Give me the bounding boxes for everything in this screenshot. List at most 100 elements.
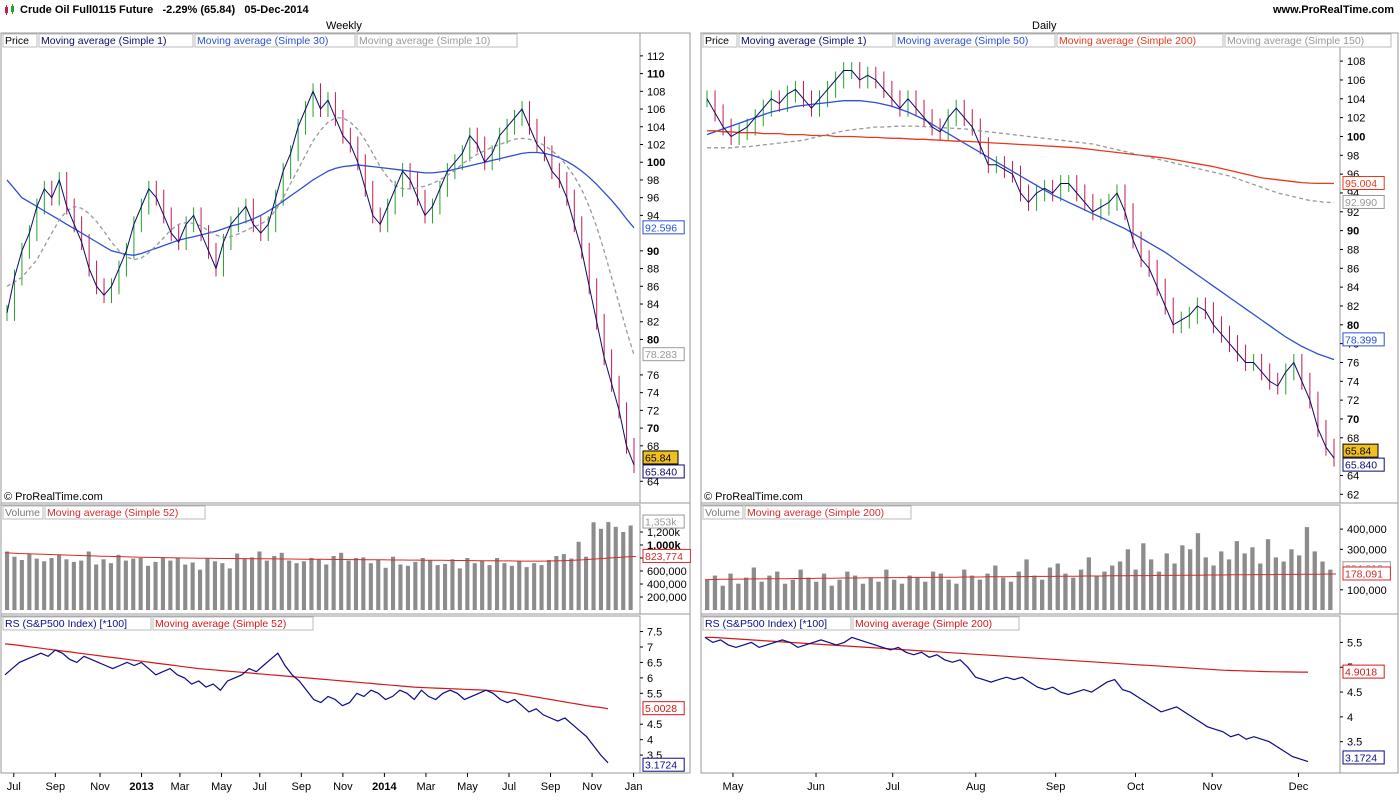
weekly-volume-panel[interactable]: 1,200k1,000k800,000600,000400,000200,000…	[0, 504, 691, 615]
volume-bar	[1219, 551, 1224, 610]
y-tick-label: 200,000	[647, 592, 687, 604]
volume-bar	[279, 552, 284, 610]
volume-bar	[930, 571, 936, 610]
volume-bar	[324, 564, 329, 610]
volume-bar	[86, 551, 91, 610]
legend-box	[2, 505, 44, 520]
legend: Volume Moving average (Simple 52)	[2, 505, 206, 520]
y-tick-label: 76	[1347, 357, 1359, 369]
volume-bar	[915, 577, 920, 610]
volume-bar	[190, 562, 195, 610]
y-tick-label: 400,000	[647, 579, 687, 591]
volume-bar	[1312, 551, 1317, 610]
weekly-price-panel[interactable]: 112 110 108 106 104 102 100 98 96 94 90 88 86 84 82 80 7…	[0, 32, 690, 504]
volume-bar	[27, 554, 32, 610]
value-label: 1,353k	[645, 517, 677, 529]
y-tick-label: 1,200k	[647, 527, 681, 539]
volume-bar	[242, 558, 247, 610]
legend-item: Moving average (Simple 1)	[41, 35, 166, 47]
plot-frame	[0, 615, 641, 774]
legend-item: Moving average (Simple 50)	[897, 35, 1028, 47]
quote-date: 05-Dec-2014	[244, 4, 309, 16]
volume-bar	[1125, 549, 1130, 610]
legend-item: Moving average (Simple 150)	[1227, 35, 1364, 47]
daily-price-panel[interactable]: 1081061041021009896949290888684828078767…	[700, 32, 1398, 504]
y-tick-label: 92	[1347, 207, 1359, 219]
value-label-box	[642, 347, 685, 362]
legend-item: Price	[5, 35, 29, 47]
volume-bar	[584, 556, 589, 610]
volume-bar	[569, 558, 574, 610]
volume-bar	[1032, 575, 1037, 610]
site-link[interactable]: www.ProRealTime.com	[1272, 4, 1394, 16]
volume-bar	[1040, 579, 1045, 610]
volume-bar	[131, 558, 136, 610]
rs-line	[704, 636, 1309, 763]
volume-bar	[524, 567, 529, 610]
volume-bar	[19, 560, 24, 610]
volume-bar	[257, 551, 262, 610]
volume-bar	[175, 558, 180, 610]
volume-bar	[339, 552, 344, 610]
y-tick-label: 64	[647, 476, 659, 488]
y-tick-label: 62	[1347, 489, 1359, 501]
volume-bar	[591, 522, 596, 611]
volume-bar	[346, 560, 351, 610]
volume-bar	[613, 526, 618, 610]
x-tick-label: Mar	[416, 781, 435, 793]
y-tick-label: 3.5	[1347, 737, 1362, 749]
legend-box	[702, 505, 744, 520]
x-tick-label: May	[723, 781, 744, 793]
volume-bar	[1304, 527, 1310, 610]
y-tick-label: 106	[1347, 75, 1365, 87]
y-tick-label: 106	[647, 104, 665, 116]
volume-bar	[94, 564, 99, 610]
volume-bar	[977, 579, 982, 610]
rs-ma-line	[4, 643, 609, 710]
legend-box	[1224, 33, 1392, 48]
volume-bar	[64, 559, 69, 610]
value-label-box	[642, 450, 679, 465]
volume-bar	[1328, 569, 1333, 610]
x-tick-label: Aug	[966, 781, 986, 793]
volume-bar	[1016, 571, 1021, 610]
volume-bar	[183, 564, 188, 610]
weekly-x-axis: Jul Sep Nov 2013 Mar May Jul Sep Nov 2014 Mar May Ju…	[7, 773, 642, 793]
volume-bar	[1071, 577, 1076, 610]
volume-bar	[12, 556, 17, 610]
volume-bar	[457, 568, 462, 610]
daily-volume-panel[interactable]: 400,000 300,000 100,000 Volume Moving averag…	[700, 504, 1398, 615]
volume-bar	[220, 563, 225, 610]
daily-rs-panel[interactable]: 5.554.543.5RS (S&P500 Index) [*100]Movin…	[700, 615, 1398, 774]
value-label: 95.004	[1345, 178, 1377, 190]
y-tick-label: 300,000	[1347, 544, 1387, 556]
y-tick-label: 80	[647, 334, 659, 346]
volume-bar	[837, 579, 842, 610]
volume-bar	[576, 541, 581, 611]
weekly-rs-panel[interactable]: 7.576.565.54.543.5RS (S&P500 Index) [*10…	[0, 615, 690, 774]
volume-bar	[767, 575, 772, 610]
y-tick-label: 108	[647, 86, 665, 98]
volume-bar	[806, 577, 811, 610]
volume-bar	[1180, 545, 1185, 610]
volume-bar	[1281, 561, 1286, 610]
value-label-box	[642, 220, 685, 235]
volume-bar	[123, 560, 128, 610]
legend-box	[356, 33, 518, 48]
volume-bar	[331, 556, 336, 610]
y-tick-label: 4	[647, 735, 653, 747]
value-label: 78.283	[645, 349, 677, 361]
legend: Price Moving average (Simple 1) Moving ave…	[2, 33, 518, 48]
volume-bar	[1110, 565, 1115, 610]
legend-box	[194, 33, 356, 48]
daily-period-label: Daily	[1032, 20, 1057, 32]
candlestick-icon	[5, 4, 14, 15]
volume-bar	[301, 561, 306, 611]
x-tick-label: Sep	[292, 781, 312, 793]
legend-box	[894, 33, 1056, 48]
value-label-box	[1342, 566, 1391, 581]
volume-bar	[1156, 571, 1162, 610]
ma-line	[707, 130, 1335, 185]
x-tick-label: Sep	[46, 781, 66, 793]
